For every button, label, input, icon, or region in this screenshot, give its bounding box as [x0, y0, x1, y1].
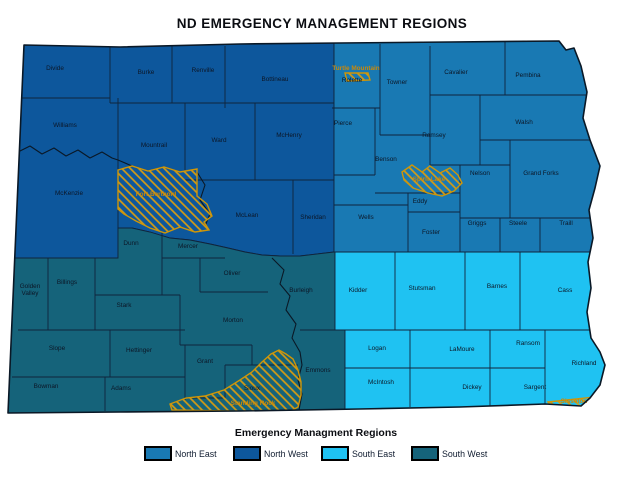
county-label-mckenzie: McKenzie — [55, 190, 84, 197]
county-label-mercer: Mercer — [178, 243, 199, 250]
county-label-oliver: Oliver — [224, 270, 242, 277]
county-label-lamoure: LaMoure — [449, 346, 475, 353]
reservation-turtle-mountain — [344, 72, 371, 82]
county-label-ramsey: Ramsey — [422, 132, 446, 139]
county-label-richland: Richland — [572, 360, 597, 367]
county-label-bowman: Bowman — [34, 383, 59, 390]
county-label-bottineau: Bottineau — [261, 76, 288, 83]
county-label-mcintosh: McIntosh — [368, 379, 394, 386]
legend-swatch-north-west — [233, 446, 261, 461]
county-label-kidder: Kidder — [349, 287, 368, 294]
legend: North East North West South East South West — [144, 446, 488, 461]
county-label-divide: Divide — [46, 65, 64, 72]
county-label-sheridan: Sheridan — [300, 214, 326, 221]
county-label-steele: Steele — [509, 220, 528, 227]
reservation-standing-rock — [169, 349, 302, 413]
region-north-east — [333, 41, 605, 253]
county-label-walsh: Walsh — [515, 119, 533, 126]
county-label-stutsman: Stutsman — [409, 285, 436, 292]
reservation-label-fort-berthold: Fort Berthold — [136, 191, 177, 198]
county-label-sargent: Sargent — [524, 384, 547, 391]
county-label-eddy: Eddy — [413, 198, 428, 205]
county-label-stark: Stark — [117, 302, 133, 309]
county-label-ransom: Ransom — [516, 340, 540, 347]
county-label-dickey: Dickey — [462, 384, 482, 391]
clipped-map: Divide Burke Renville Bottineau Williams Moun… — [8, 41, 605, 413]
county-label-morton: Morton — [223, 317, 243, 324]
region-south-east — [334, 251, 605, 413]
county-label-dunn: Dunn — [123, 240, 139, 247]
county-label-pierce: Pierce — [334, 120, 353, 127]
county-label-mchenry: McHenry — [276, 132, 302, 139]
county-label-pembina: Pembina — [515, 72, 541, 79]
county-label-griggs: Griggs — [468, 220, 487, 227]
page-title: ND EMERGENCY MANAGEMENT REGIONS — [177, 16, 467, 31]
county-label-grand-forks: Grand Forks — [523, 170, 559, 177]
legend-item-north-east: North East — [144, 446, 217, 461]
county-label-cavalier: Cavalier — [444, 69, 468, 76]
county-label-burleigh: Burleigh — [289, 287, 313, 294]
legend-title: Emergency Managment Regions — [235, 427, 397, 439]
legend-swatch-south-east — [321, 446, 349, 461]
legend-item-south-east: South East — [321, 446, 396, 461]
county-label-williams: Williams — [53, 122, 77, 129]
reservation-spirit-lake — [401, 164, 463, 197]
county-label-logan: Logan — [368, 345, 386, 352]
legend-swatch-north-east — [144, 446, 172, 461]
county-label-billings: Billings — [57, 279, 77, 286]
reservation-label-standing-rock: Standing Rock — [231, 400, 276, 407]
county-label-nelson: Nelson — [470, 170, 490, 177]
map-layers: Divide Burke Renville Bottineau Williams Moun… — [7, 40, 606, 414]
county-label-wells: Wells — [358, 214, 374, 221]
county-label-slope: Slope — [49, 345, 66, 352]
river-line — [17, 145, 119, 161]
reservation-label-sisseton: Sisseton — [561, 398, 588, 405]
county-label-sioux: Sioux — [244, 385, 261, 392]
county-label-rolette: Rolette — [342, 77, 363, 84]
county-label-emmons: Emmons — [305, 367, 330, 374]
county-label-burke: Burke — [138, 69, 155, 76]
legend-label-south-east: South East — [352, 449, 396, 459]
state-outline — [7, 40, 606, 414]
county-label-foster: Foster — [422, 229, 441, 236]
county-label-barnes: Barnes — [487, 283, 507, 290]
county-label-grant: Grant — [197, 358, 213, 365]
legend-item-north-west: North West — [233, 446, 308, 461]
reservation-fort-berthold — [117, 165, 213, 234]
county-label-mountrail: Mountrail — [141, 142, 167, 149]
reservation-label-spirit-lake: Spirit Lake — [413, 176, 446, 183]
legend-label-north-east: North East — [175, 449, 217, 459]
county-label-cass: Cass — [558, 287, 573, 294]
county-label-mclean: McLean — [236, 212, 259, 219]
county-label-golden-valley: Golden Valley — [20, 283, 41, 297]
county-label-benson: Benson — [375, 156, 397, 163]
legend-label-north-west: North West — [264, 449, 308, 459]
reservation-label-turtle-mountain: Turtle Mountain — [332, 65, 380, 72]
legend-item-south-west: South West — [411, 446, 488, 461]
legend-swatch-south-west — [411, 446, 439, 461]
legend-label-south-west: South West — [442, 449, 488, 459]
county-label-renville: Renville — [192, 67, 215, 74]
county-label-adams: Adams — [111, 385, 131, 392]
county-label-hettinger: Hettinger — [126, 347, 153, 354]
county-label-traill: Traill — [559, 220, 573, 227]
county-label-ward: Ward — [211, 137, 226, 144]
county-label-towner: Towner — [387, 79, 408, 86]
